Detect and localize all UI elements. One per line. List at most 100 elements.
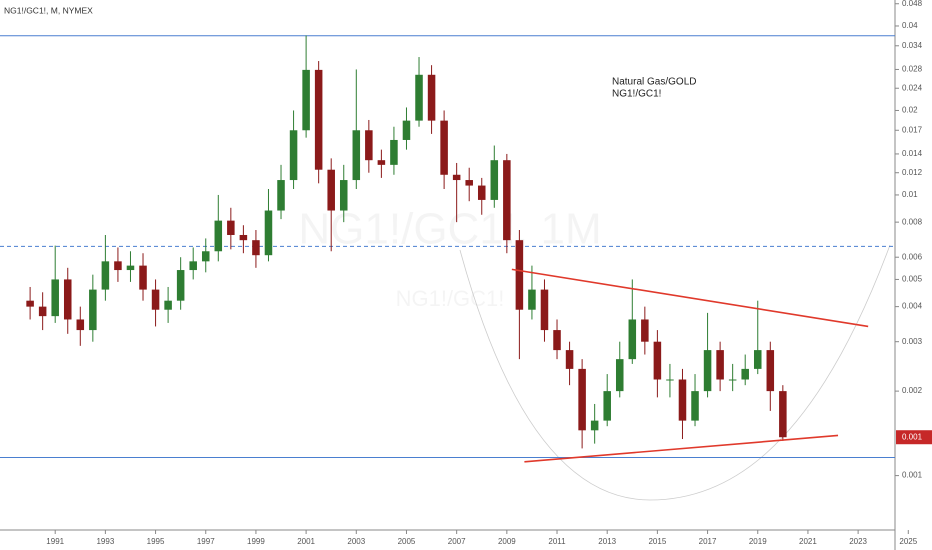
candle-body [402,120,411,140]
candle-body [63,279,72,320]
candle-body [540,289,549,331]
candle-body [515,240,524,310]
x-tick-label: 2007 [448,537,466,546]
candle-body [503,160,511,241]
x-tick-label: 1995 [147,537,165,546]
candle-body [615,359,624,392]
candle-body [214,220,223,252]
candle-body [565,350,574,369]
candle-body [164,300,172,310]
x-tick-label: 2021 [799,537,817,546]
candle-body [126,265,135,271]
candle-body [327,169,335,211]
candle-body [415,74,423,121]
candle-body [440,120,448,175]
candle-body [176,270,185,301]
symbol-title: NG1!/GC1!, M, NYMEX [4,5,93,15]
candle-body [766,350,775,392]
y-tick-label: 0.002 [902,386,923,395]
y-tick-label: 0.04 [902,21,918,30]
candle-body [289,130,298,181]
x-tick-label: 1999 [247,537,265,546]
x-tick-label: 2001 [297,537,315,546]
candle-body [38,306,47,317]
x-tick-label: 1991 [46,537,64,546]
candle-body [452,174,461,181]
last-price-label: 0.001 [902,432,923,441]
candle-body [314,69,323,170]
candle-body [264,210,273,256]
candle-body [352,130,361,181]
watermark-sub: NG1!/GC1! [396,286,505,311]
candle-body [528,289,536,310]
trend-line [524,434,839,463]
x-tick-label: 2011 [548,537,566,546]
y-tick-label: 0.005 [902,275,923,284]
candle-body [201,251,210,262]
y-tick-label: 0.028 [902,65,923,74]
y-tick-label: 0.008 [902,217,923,226]
candle-body [590,420,599,431]
x-tick-label: 2023 [849,537,867,546]
arc-drawing [459,244,891,501]
candle-body [239,234,248,241]
annotation-line: Natural Gas/GOLD [612,77,696,88]
candle-body [89,289,97,331]
candle-body [252,240,260,256]
candle-body [578,368,586,431]
candle-body [603,391,611,421]
y-tick-label: 0.02 [902,106,918,115]
candle-body [365,130,373,161]
candle-body [76,319,85,331]
candle-body [641,319,649,342]
candle-body [139,265,147,290]
y-tick-label: 0.014 [902,149,923,158]
candle-body [377,160,386,165]
y-tick-label: 0.01 [902,190,918,199]
trend-line [511,268,869,328]
last-price-tag [896,430,932,445]
candle-body [101,261,110,290]
candle-body [26,300,34,307]
x-tick-label: 2013 [598,537,616,546]
candle-body [490,160,499,200]
x-tick-label: 1997 [197,537,215,546]
x-tick-label: 2015 [648,537,666,546]
candle-body [427,74,436,121]
candle-body [302,69,310,131]
candle-body [151,289,160,310]
y-tick-label: 0.012 [902,168,923,177]
candle-body [189,261,197,271]
candle-body [741,368,749,380]
x-tick-label: 2009 [498,537,516,546]
candle-body [51,279,59,317]
y-tick-label: 0.034 [902,41,923,50]
candle-body [465,180,473,186]
candle-body [553,330,561,351]
candle-body [227,220,235,235]
annotation-line: NG1!/GC1! [612,89,661,100]
candle-body [753,350,762,369]
y-tick-label: 0.048 [902,0,923,8]
x-tick-label: 1993 [96,537,114,546]
candle-body [628,319,637,360]
y-tick-label: 0.004 [902,302,923,311]
candle-body [728,379,737,381]
candle-body [779,391,787,438]
candle-body [339,180,348,211]
x-tick-label: 2019 [749,537,767,546]
x-tick-label: 2003 [347,537,365,546]
x-tick-label: 2017 [699,537,717,546]
x-tick-label: 2025 [899,537,917,546]
candle-body [666,379,674,381]
candle-body [277,180,285,211]
candle-body [703,350,712,392]
candle-body [477,185,486,200]
y-tick-label: 0.024 [902,83,923,92]
y-tick-label: 0.006 [902,252,923,261]
candle-body [716,350,724,380]
y-tick-label: 0.017 [902,125,923,134]
candle-body [653,341,662,380]
